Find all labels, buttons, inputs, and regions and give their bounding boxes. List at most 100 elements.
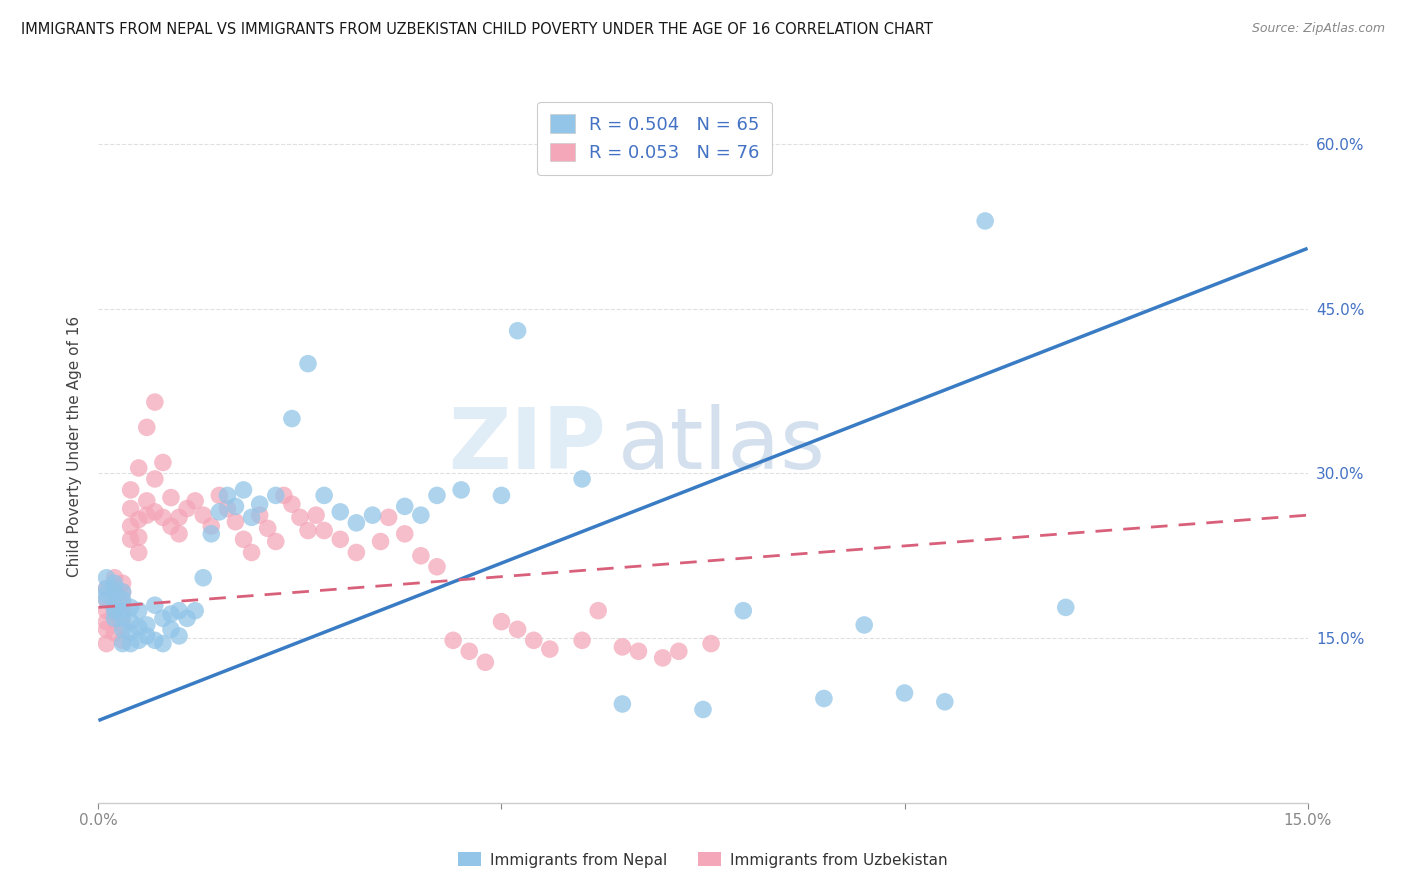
Text: ZIP: ZIP	[449, 404, 606, 488]
Text: atlas: atlas	[619, 404, 827, 488]
Point	[394, 500, 416, 514]
Point	[152, 455, 174, 469]
Point	[96, 592, 118, 607]
Point	[167, 629, 190, 643]
Point	[700, 637, 723, 651]
Point	[160, 623, 183, 637]
Point	[96, 582, 118, 596]
Point	[733, 604, 755, 618]
Point	[152, 510, 174, 524]
Point	[224, 500, 246, 514]
Point	[668, 644, 690, 658]
Point	[120, 501, 142, 516]
Point	[458, 644, 481, 658]
Point	[571, 633, 593, 648]
Point	[96, 592, 118, 607]
Point	[273, 488, 295, 502]
Point	[160, 607, 183, 621]
Text: IMMIGRANTS FROM NEPAL VS IMMIGRANTS FROM UZBEKISTAN CHILD POVERTY UNDER THE AGE : IMMIGRANTS FROM NEPAL VS IMMIGRANTS FROM…	[21, 22, 934, 37]
Point	[111, 576, 134, 591]
Point	[120, 519, 142, 533]
Point	[167, 604, 190, 618]
Point	[103, 576, 125, 591]
Point	[152, 637, 174, 651]
Point	[394, 526, 416, 541]
Point	[523, 633, 546, 648]
Point	[853, 618, 876, 632]
Point	[103, 571, 125, 585]
Point	[232, 483, 254, 497]
Text: Source: ZipAtlas.com: Source: ZipAtlas.com	[1251, 22, 1385, 36]
Point	[128, 604, 150, 618]
Point	[217, 501, 239, 516]
Point	[426, 559, 449, 574]
Point	[103, 582, 125, 596]
Point	[305, 508, 328, 523]
Point	[314, 524, 336, 538]
Point	[111, 585, 134, 599]
Point	[329, 533, 352, 547]
Point	[120, 600, 142, 615]
Point	[135, 420, 157, 434]
Point	[135, 618, 157, 632]
Point	[344, 545, 367, 559]
Point	[934, 695, 956, 709]
Point	[128, 633, 150, 648]
Point	[111, 596, 134, 610]
Point	[111, 585, 134, 599]
Point	[344, 516, 367, 530]
Point	[200, 526, 222, 541]
Legend: Immigrants from Nepal, Immigrants from Uzbekistan: Immigrants from Nepal, Immigrants from U…	[453, 847, 953, 873]
Point	[111, 607, 134, 621]
Point	[409, 508, 432, 523]
Point	[176, 501, 198, 516]
Point	[120, 625, 142, 640]
Point	[361, 508, 384, 523]
Point	[893, 686, 915, 700]
Point	[103, 625, 125, 640]
Point	[96, 587, 118, 601]
Point	[450, 483, 472, 497]
Point	[135, 494, 157, 508]
Point	[120, 483, 142, 497]
Point	[627, 644, 650, 658]
Point	[232, 533, 254, 547]
Point	[96, 582, 118, 596]
Point	[128, 461, 150, 475]
Point	[96, 604, 118, 618]
Point	[128, 512, 150, 526]
Point	[256, 521, 278, 535]
Point	[409, 549, 432, 563]
Point	[143, 505, 166, 519]
Point	[135, 508, 157, 523]
Point	[1054, 600, 1077, 615]
Point	[974, 214, 997, 228]
Point	[120, 637, 142, 651]
Point	[96, 571, 118, 585]
Point	[281, 411, 304, 425]
Point	[96, 615, 118, 629]
Point	[240, 545, 263, 559]
Point	[184, 494, 207, 508]
Point	[96, 637, 118, 651]
Point	[240, 510, 263, 524]
Point	[491, 488, 513, 502]
Point	[128, 545, 150, 559]
Point	[612, 640, 634, 654]
Point	[538, 642, 561, 657]
Point	[111, 611, 134, 625]
Point	[167, 526, 190, 541]
Point	[297, 524, 319, 538]
Point	[370, 534, 392, 549]
Point	[506, 623, 529, 637]
Point	[200, 519, 222, 533]
Point	[249, 497, 271, 511]
Point	[176, 611, 198, 625]
Point	[224, 515, 246, 529]
Point	[297, 357, 319, 371]
Point	[111, 618, 134, 632]
Point	[586, 604, 609, 618]
Point	[120, 615, 142, 629]
Point	[491, 615, 513, 629]
Point	[120, 533, 142, 547]
